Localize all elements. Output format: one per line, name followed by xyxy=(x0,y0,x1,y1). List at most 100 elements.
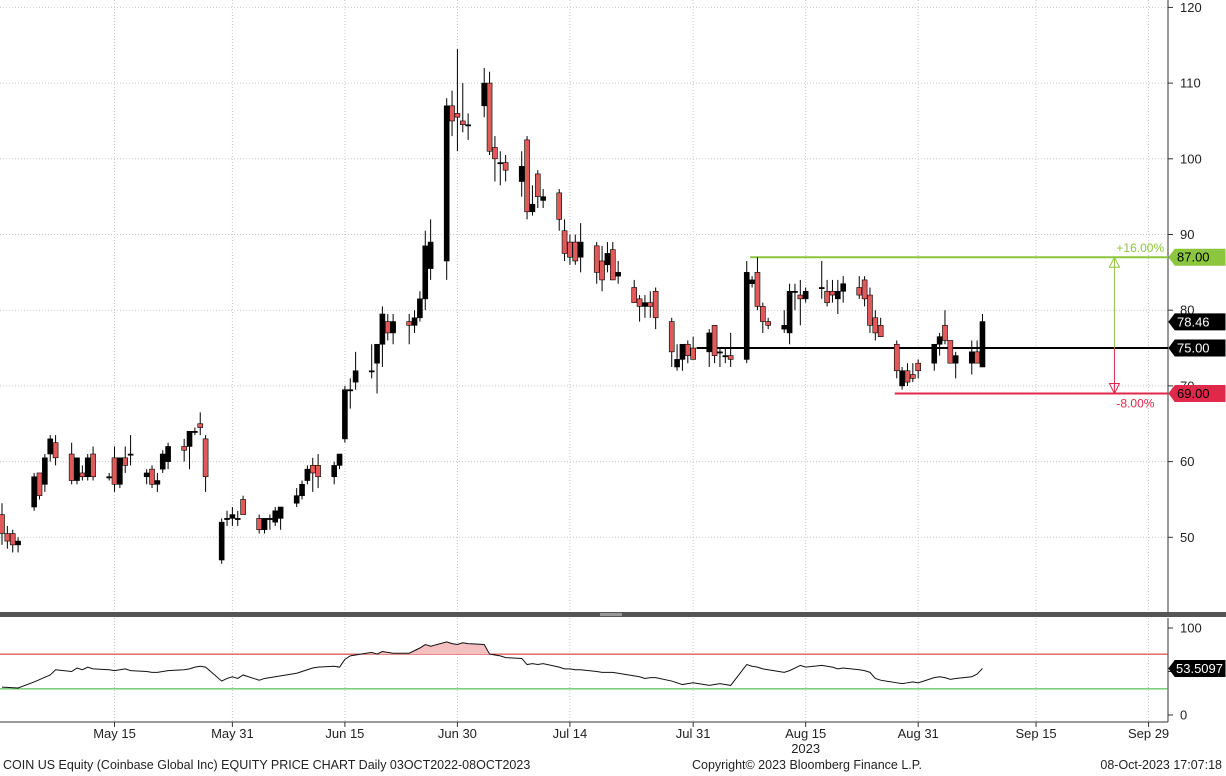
chart-footer-title: COIN US Equity (Coinbase Global Inc) EQU… xyxy=(3,758,531,772)
candle-body xyxy=(636,298,643,307)
candle-body xyxy=(277,506,284,519)
candle-body xyxy=(497,162,504,165)
candle-body xyxy=(668,321,675,353)
candle-body xyxy=(9,533,16,546)
candle-body xyxy=(577,241,584,258)
candle-body xyxy=(229,514,236,519)
candle-body xyxy=(0,514,5,534)
rsi-tick-label: 100 xyxy=(1180,621,1202,636)
candle-body xyxy=(818,287,825,289)
candle-body xyxy=(690,347,696,360)
candle-body xyxy=(829,290,836,296)
candle-body xyxy=(181,446,187,451)
candle-body xyxy=(422,245,429,300)
candle-body xyxy=(647,302,654,307)
candle-body xyxy=(234,518,241,520)
candle-body xyxy=(218,521,225,561)
y-tick-label: 60 xyxy=(1180,454,1194,469)
candle-body xyxy=(186,431,193,447)
candle-body xyxy=(674,359,680,368)
candle-body xyxy=(931,343,938,364)
candle-body xyxy=(36,472,43,496)
candle-body xyxy=(492,147,498,160)
candle-body xyxy=(567,241,573,258)
candle-body xyxy=(149,468,155,485)
candle-body xyxy=(797,294,804,300)
price-value-tag-label: 87.00 xyxy=(1177,250,1210,265)
price-value-tag xyxy=(1168,339,1226,357)
rsi-tick-label: 0 xyxy=(1180,708,1187,723)
candle-body xyxy=(368,370,375,373)
candle-body xyxy=(604,253,611,266)
candle-body xyxy=(106,476,112,479)
candle-body xyxy=(117,457,123,485)
candle-body xyxy=(154,480,161,485)
candle-body xyxy=(459,120,466,126)
candle-body xyxy=(374,343,380,364)
candle-body xyxy=(947,340,954,364)
candle-body xyxy=(68,453,75,481)
candle-body xyxy=(449,105,455,122)
candle-body xyxy=(256,518,262,531)
candle-body xyxy=(786,290,793,334)
percent-arrow-label: -8.00% xyxy=(1116,396,1154,410)
candle-body xyxy=(4,533,11,542)
candle-body xyxy=(754,272,761,307)
candle-body xyxy=(979,321,986,368)
candle-body xyxy=(293,495,300,504)
candle-body xyxy=(968,351,975,364)
candle-body xyxy=(417,298,423,319)
x-tick-label: Jul 31 xyxy=(676,726,711,741)
rsi-value-tag xyxy=(1168,659,1226,677)
candle-body xyxy=(336,453,343,466)
candle-body xyxy=(593,245,600,273)
candle-body xyxy=(717,351,723,354)
candle-body xyxy=(159,453,166,470)
y-tick-label: 90 xyxy=(1180,227,1194,242)
timestamp-text: 08-Oct-2023 17:07:18 xyxy=(1100,758,1222,772)
candle-body xyxy=(529,203,536,213)
price-value-tag xyxy=(1168,313,1226,331)
candle-body xyxy=(942,325,948,341)
candle-body xyxy=(481,82,488,107)
candle-body xyxy=(502,162,509,171)
x-tick-label: May 31 xyxy=(211,726,254,741)
x-tick-label: Sep 15 xyxy=(1015,726,1056,741)
candle-body xyxy=(84,457,91,478)
candle-body xyxy=(861,279,868,300)
candle-body xyxy=(240,499,246,515)
candle-body xyxy=(652,290,659,319)
x-year-label: 2023 xyxy=(791,741,820,756)
candle-body xyxy=(192,431,198,433)
candle-body xyxy=(79,472,86,478)
price-value-tag-label: 75.00 xyxy=(1177,341,1210,356)
candle-body xyxy=(261,518,268,531)
candle-body xyxy=(706,332,713,353)
candle-body xyxy=(974,351,980,364)
candle-body xyxy=(165,446,171,462)
candle-body xyxy=(304,468,311,481)
candle-body xyxy=(52,442,59,459)
candle-body xyxy=(127,453,134,456)
candle-body xyxy=(642,302,648,307)
candle-body xyxy=(15,540,21,546)
percent-arrow-head xyxy=(1108,256,1121,268)
candle-body xyxy=(561,230,568,254)
rsi-overbought-fill xyxy=(355,641,490,655)
candle-body xyxy=(556,192,563,220)
copyright-text: Copyright© 2023 Bloomberg Finance L.P. xyxy=(692,758,922,772)
x-tick-label: May 15 xyxy=(93,726,136,741)
price-value-tag xyxy=(1168,248,1226,266)
candle-body xyxy=(143,472,150,478)
candle-body xyxy=(299,484,305,496)
price-panel xyxy=(0,0,1168,612)
candle-body xyxy=(749,279,755,285)
price-value-tag-label: 78.46 xyxy=(1177,314,1210,329)
candle-body xyxy=(915,362,921,372)
price-value-tag xyxy=(1168,384,1226,402)
candle-body xyxy=(411,317,418,326)
candle-body xyxy=(781,325,788,330)
candle-body xyxy=(824,290,830,303)
candle-body xyxy=(722,355,729,358)
